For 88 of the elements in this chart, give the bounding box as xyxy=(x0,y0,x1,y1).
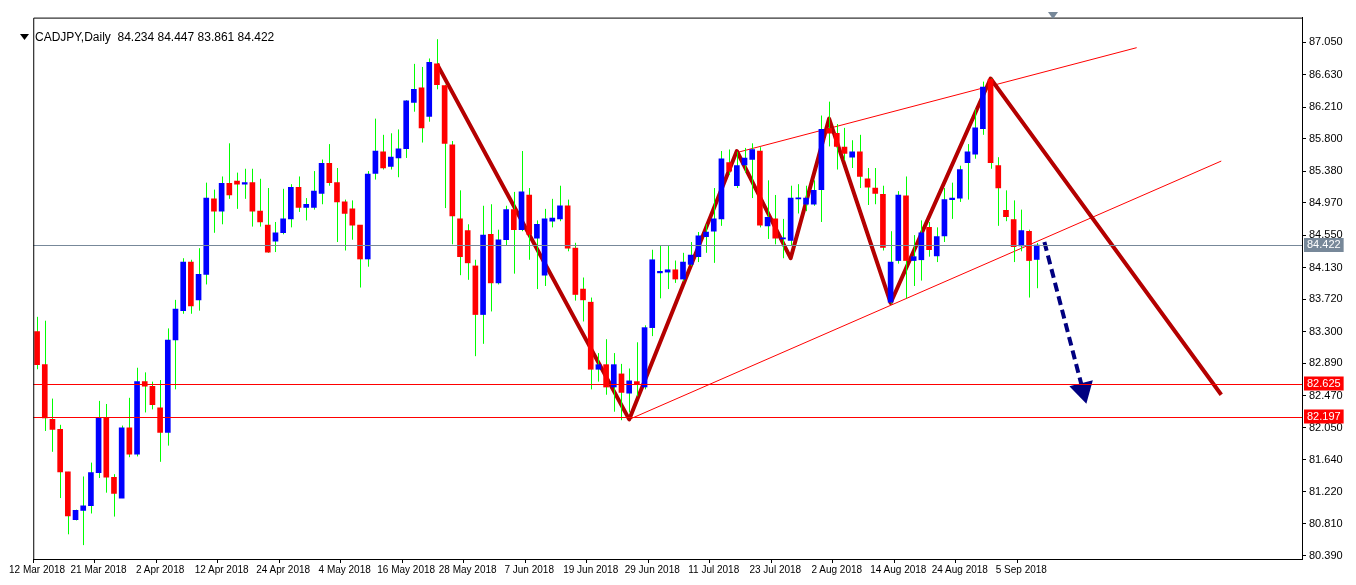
candlestick xyxy=(626,368,632,413)
x-tick-label: 24 Apr 2018 xyxy=(256,563,311,575)
candlestick xyxy=(749,142,756,199)
candlestick xyxy=(687,241,694,267)
x-tick-label: 16 May 2018 xyxy=(377,563,436,575)
candlestick xyxy=(703,223,709,254)
y-tick-label: 85.380 xyxy=(1309,164,1343,177)
y-tick-label: 83.720 xyxy=(1309,292,1343,305)
candlestick xyxy=(241,168,248,200)
candlestick xyxy=(610,352,617,413)
candlestick xyxy=(411,63,417,113)
y-tick-label: 85.800 xyxy=(1309,131,1343,144)
candlestick xyxy=(311,170,317,211)
candlestick xyxy=(387,132,394,171)
candlestick xyxy=(434,38,440,90)
candlestick xyxy=(295,175,302,213)
candlestick xyxy=(226,142,233,200)
y-tick-label: 82.890 xyxy=(1309,356,1343,369)
candlestick xyxy=(772,194,779,245)
y-tick-label: 81.220 xyxy=(1309,484,1343,497)
x-tick-label: 29 Jun 2018 xyxy=(624,563,681,575)
x-tick-label: 5 Sep 2018 xyxy=(995,563,1048,575)
candlestick xyxy=(80,475,87,546)
candlestick xyxy=(111,473,117,518)
ref-line-label: 82.197 xyxy=(1307,409,1341,422)
x-tick-label: 11 Jul 2018 xyxy=(688,563,740,575)
candlestick xyxy=(872,167,879,205)
candlestick xyxy=(864,167,871,206)
candlestick xyxy=(511,191,517,275)
candlestick xyxy=(580,277,586,322)
candlestick xyxy=(303,197,310,221)
ref-line-label: 82.625 xyxy=(1307,376,1341,389)
candlestick xyxy=(1033,242,1040,289)
x-tick-label: 2 Aug 2018 xyxy=(811,563,863,575)
y-tick-label: 87.050 xyxy=(1309,35,1343,48)
y-tick-label: 80.810 xyxy=(1309,516,1343,529)
candlestick xyxy=(849,139,855,169)
x-tick-label: 21 Mar 2018 xyxy=(70,563,128,575)
candlestick xyxy=(334,167,340,243)
ref-line-label: 84.422 xyxy=(1307,237,1341,250)
candlestick xyxy=(380,134,386,171)
candlestick xyxy=(734,151,740,189)
x-tick-label: 7 Jun 2018 xyxy=(504,563,555,575)
candlestick xyxy=(595,352,602,383)
candlestick xyxy=(272,221,279,253)
candlestick xyxy=(810,179,817,207)
candlestick xyxy=(680,252,686,282)
candlestick xyxy=(557,185,563,222)
y-tick-label: 82.050 xyxy=(1309,420,1343,433)
candlestick xyxy=(710,187,717,264)
y-tick-label: 84.970 xyxy=(1309,195,1343,208)
y-tick-label: 83.300 xyxy=(1309,324,1343,337)
candlestick xyxy=(949,182,955,220)
candlestick xyxy=(826,101,832,147)
candlestick xyxy=(841,127,848,161)
x-tick-label: 24 Aug 2018 xyxy=(931,563,989,575)
y-tick-label: 82.470 xyxy=(1309,388,1343,401)
candlestick xyxy=(910,234,917,287)
candlestick xyxy=(211,189,217,234)
candlestick xyxy=(234,172,240,210)
x-tick-label: 12 Mar 2018 xyxy=(9,563,66,575)
x-tick-label: 2 Apr 2018 xyxy=(135,563,185,575)
candlestick xyxy=(326,143,333,187)
candlestick xyxy=(803,185,809,212)
x-tick-label: 23 Jul 2018 xyxy=(749,563,802,575)
text: CADJPY,Daily 84.234 84.447 83.861 84.422 xyxy=(35,30,275,44)
candlestick xyxy=(726,148,732,176)
candlestick xyxy=(280,188,286,235)
x-tick-label: 4 May 2018 xyxy=(318,563,372,575)
candlestick xyxy=(964,143,971,201)
y-tick-label: 86.630 xyxy=(1309,67,1343,80)
x-tick-label: 28 May 2018 xyxy=(438,563,498,575)
candlestick xyxy=(657,245,663,299)
candlestick xyxy=(933,226,940,263)
candlestick xyxy=(672,260,679,284)
candlestick xyxy=(534,219,540,290)
candlestick xyxy=(926,221,932,258)
x-tick-label: 14 Aug 2018 xyxy=(870,563,927,575)
candlestick xyxy=(549,198,556,228)
x-tick-label: 19 Jun 2018 xyxy=(563,563,619,575)
y-tick-label: 86.210 xyxy=(1309,100,1343,113)
y-tick-label: 84.130 xyxy=(1309,260,1343,273)
y-tick-label: 81.640 xyxy=(1309,452,1343,465)
candlestick xyxy=(1003,189,1009,222)
y-tick-label: 80.390 xyxy=(1309,548,1343,561)
candlestick xyxy=(995,156,1002,227)
candlestick xyxy=(257,178,263,228)
x-tick-label: 12 Apr 2018 xyxy=(194,563,250,575)
